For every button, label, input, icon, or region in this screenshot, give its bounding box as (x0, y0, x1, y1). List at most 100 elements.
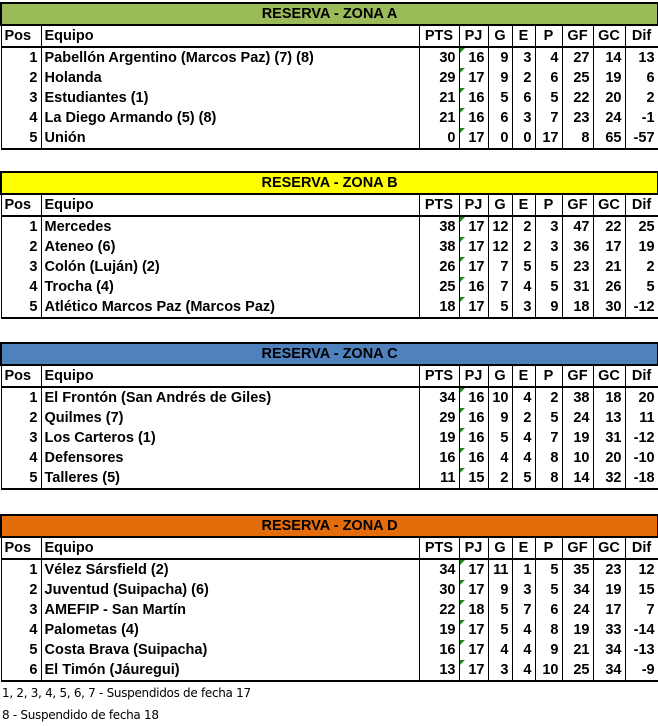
cell-team-value: La Diego Armando (5) (8) (44, 110, 217, 126)
cell-e-value: 5 (523, 470, 532, 486)
cell-e: 3 (511, 108, 536, 128)
header-pos: Pos (0, 25, 42, 48)
header-pos: Pos (0, 537, 42, 560)
cell-pts: 11 (418, 468, 460, 490)
table-row: 2 Ateneo (6) 38 17 12 2 3 36 17 19 (0, 237, 658, 257)
cell-p-value: 5 (550, 90, 559, 106)
cell-gf-value: 24 (573, 410, 590, 426)
cell-p: 6 (534, 68, 563, 88)
cell-gf: 24 (561, 408, 594, 428)
cell-p: 6 (534, 600, 563, 620)
cell-pts: 25 (418, 277, 460, 297)
cell-dif: -14 (624, 620, 658, 640)
cell-dif-value: -12 (633, 299, 655, 315)
cell-e-value: 4 (523, 390, 532, 406)
cell-e: 3 (511, 47, 536, 68)
cell-pos: 5 (0, 297, 42, 319)
cell-pts-value: 34 (439, 390, 456, 406)
cell-dif-value: -18 (633, 470, 655, 486)
comment-marker-icon (460, 428, 465, 433)
header-row: Pos Equipo PTS PJ G E P GF GC Dif (0, 537, 658, 560)
table-row: 5 Talleres (5) 11 15 2 5 8 14 32 -18 (0, 468, 658, 490)
cell-team-value: Atlético Marcos Paz (Marcos Paz) (44, 299, 275, 315)
cell-dif-value: 20 (638, 390, 655, 406)
cell-g: 11 (487, 559, 513, 580)
cell-team: Vélez Sársfield (2) (40, 559, 420, 580)
cell-gf: 8 (561, 128, 594, 150)
cell-team: Pabellón Argentino (Marcos Paz) (7) (8) (40, 47, 420, 68)
table-row: 2 Juventud (Suipacha) (6) 30 17 9 3 5 34 19 15 (0, 580, 658, 600)
cell-gf: 34 (561, 580, 594, 600)
cell-pts: 34 (418, 387, 460, 408)
cell-p-value: 9 (550, 299, 559, 315)
zone-table-b: RESERVA - ZONA B Pos Equipo PTS PJ G E P GF GC Dif… (0, 171, 658, 319)
cell-pj: 17 (458, 216, 489, 237)
cell-p-value: 10 (542, 662, 559, 678)
cell-e-value: 1 (523, 562, 532, 578)
cell-e: 3 (511, 297, 536, 319)
cell-dif-value: -10 (633, 450, 655, 466)
cell-e-value: 4 (523, 662, 532, 678)
cell-team: Defensores (40, 448, 420, 468)
cell-gf-value: 25 (573, 70, 590, 86)
header-p: P (534, 194, 563, 217)
zone-title: RESERVA - ZONA B (0, 171, 658, 195)
cell-g: 5 (487, 620, 513, 640)
cell-pts-value: 25 (439, 279, 456, 295)
cell-gc: 20 (592, 88, 626, 108)
cell-dif: 12 (624, 559, 658, 580)
cell-dif: 6 (624, 68, 658, 88)
cell-team-value: Pabellón Argentino (Marcos Paz) (7) (8) (44, 50, 314, 66)
cell-pts: 38 (418, 237, 460, 257)
cell-pos: 3 (0, 88, 42, 108)
cell-p-value: 5 (550, 279, 559, 295)
cell-dif: -18 (624, 468, 658, 490)
cell-dif: 25 (624, 216, 658, 237)
header-row: Pos Equipo PTS PJ G E P GF GC Dif (0, 194, 658, 217)
cell-e: 4 (511, 387, 536, 408)
cell-pts-value: 38 (439, 239, 456, 255)
cell-e-value: 2 (523, 239, 532, 255)
cell-g: 9 (487, 580, 513, 600)
cell-e-value: 5 (523, 259, 532, 275)
cell-gc: 20 (592, 448, 626, 468)
cell-g-value: 5 (500, 602, 509, 618)
cell-pts: 19 (418, 428, 460, 448)
cell-g-value: 4 (500, 450, 509, 466)
cell-g-value: 9 (500, 410, 509, 426)
cell-g-value: 7 (500, 279, 509, 295)
cell-gc: 13 (592, 408, 626, 428)
cell-team-value: Defensores (44, 450, 124, 466)
cell-pts-value: 29 (439, 410, 456, 426)
cell-e-value: 2 (523, 219, 532, 235)
cell-gf: 14 (561, 468, 594, 490)
cell-gc-value: 13 (605, 410, 622, 426)
cell-e: 4 (511, 640, 536, 660)
cell-g: 7 (487, 257, 513, 277)
cell-pos: 1 (0, 387, 42, 408)
cell-pos: 4 (0, 277, 42, 297)
cell-pj: 16 (458, 88, 489, 108)
cell-e: 5 (511, 468, 536, 490)
cell-pts-value: 13 (439, 662, 456, 678)
cell-pos: 2 (0, 580, 42, 600)
cell-g-value: 5 (500, 430, 509, 446)
comment-marker-icon (460, 257, 465, 262)
cell-p: 5 (534, 408, 563, 428)
cell-dif: 15 (624, 580, 658, 600)
cell-g-value: 9 (500, 50, 509, 66)
cell-e: 4 (511, 428, 536, 448)
header-e: E (511, 365, 536, 388)
comment-marker-icon (460, 600, 465, 605)
table-row: 4 Defensores 16 16 4 4 8 10 20 -10 (0, 448, 658, 468)
cell-gc: 17 (592, 600, 626, 620)
standings-table: RESERVA - ZONA A Pos Equipo PTS PJ G E P GF GC Dif… (0, 2, 658, 150)
cell-gc: 23 (592, 559, 626, 580)
cell-pts-value: 30 (439, 50, 456, 66)
cell-pj-value: 16 (468, 279, 485, 295)
cell-p-value: 8 (550, 450, 559, 466)
cell-gf: 25 (561, 660, 594, 682)
comment-marker-icon (460, 468, 465, 473)
cell-pos: 3 (0, 600, 42, 620)
cell-e-value: 3 (523, 582, 532, 598)
